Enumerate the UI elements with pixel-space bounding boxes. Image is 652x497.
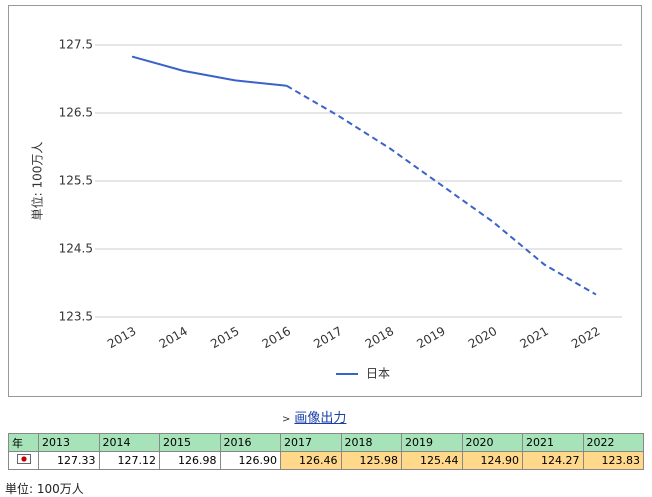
year-header: 2016 [219, 433, 281, 452]
value-cell: 127.12 [98, 451, 160, 470]
footer-note: 単位: 100万人 [5, 482, 84, 496]
series-line [131, 55, 287, 87]
year-header: 2013 [38, 433, 100, 452]
year-header: 2017 [280, 433, 342, 452]
arrow-icon: > [282, 414, 291, 425]
y-tick-label: 124.5 [59, 242, 93, 256]
y-tick-label: 123.5 [59, 310, 93, 324]
y-tick-label: 125.5 [59, 174, 93, 188]
export-link-text[interactable]: 画像出力 [294, 411, 347, 426]
export-link[interactable]: > 画像出力 [282, 407, 346, 426]
value-cell: 125.44 [401, 451, 463, 470]
y-tick-label: 126.5 [59, 106, 93, 120]
legend-label: 日本 [366, 367, 390, 381]
y-tick-label: 127.5 [59, 38, 93, 52]
flag-cell [8, 451, 39, 470]
value-row: 127.33 127.12 126.98 126.90 126.46 125.98 125.… [8, 451, 644, 470]
value-cell: 124.90 [461, 451, 523, 470]
year-header: 2018 [340, 433, 402, 452]
value-cell: 126.90 [219, 451, 281, 470]
corner-cell: 年 [8, 433, 39, 452]
data-table: 年 2013 2014 2015 2016 2017 2018 2019 2020 2021 202… [8, 433, 644, 470]
year-header: 2014 [98, 433, 160, 452]
year-header: 2021 [522, 433, 584, 452]
value-cell: 123.83 [582, 451, 644, 470]
value-cell: 126.98 [159, 451, 221, 470]
value-cell: 124.27 [522, 451, 584, 470]
chart-frame [8, 5, 642, 397]
header-row: 年 2013 2014 2015 2016 2017 2018 2019 2020 2021 202… [8, 433, 644, 452]
year-header: 2015 [159, 433, 221, 452]
series-line [286, 84, 597, 296]
year-header: 2022 [582, 433, 644, 452]
flag [16, 454, 31, 464]
year-header: 2020 [461, 433, 523, 452]
value-cell: 125.98 [340, 451, 402, 470]
value-cell: 126.46 [280, 451, 342, 470]
year-header: 2019 [401, 433, 463, 452]
value-cell: 127.33 [38, 451, 100, 470]
y-axis-label: 単位: 100万人 [30, 142, 45, 221]
